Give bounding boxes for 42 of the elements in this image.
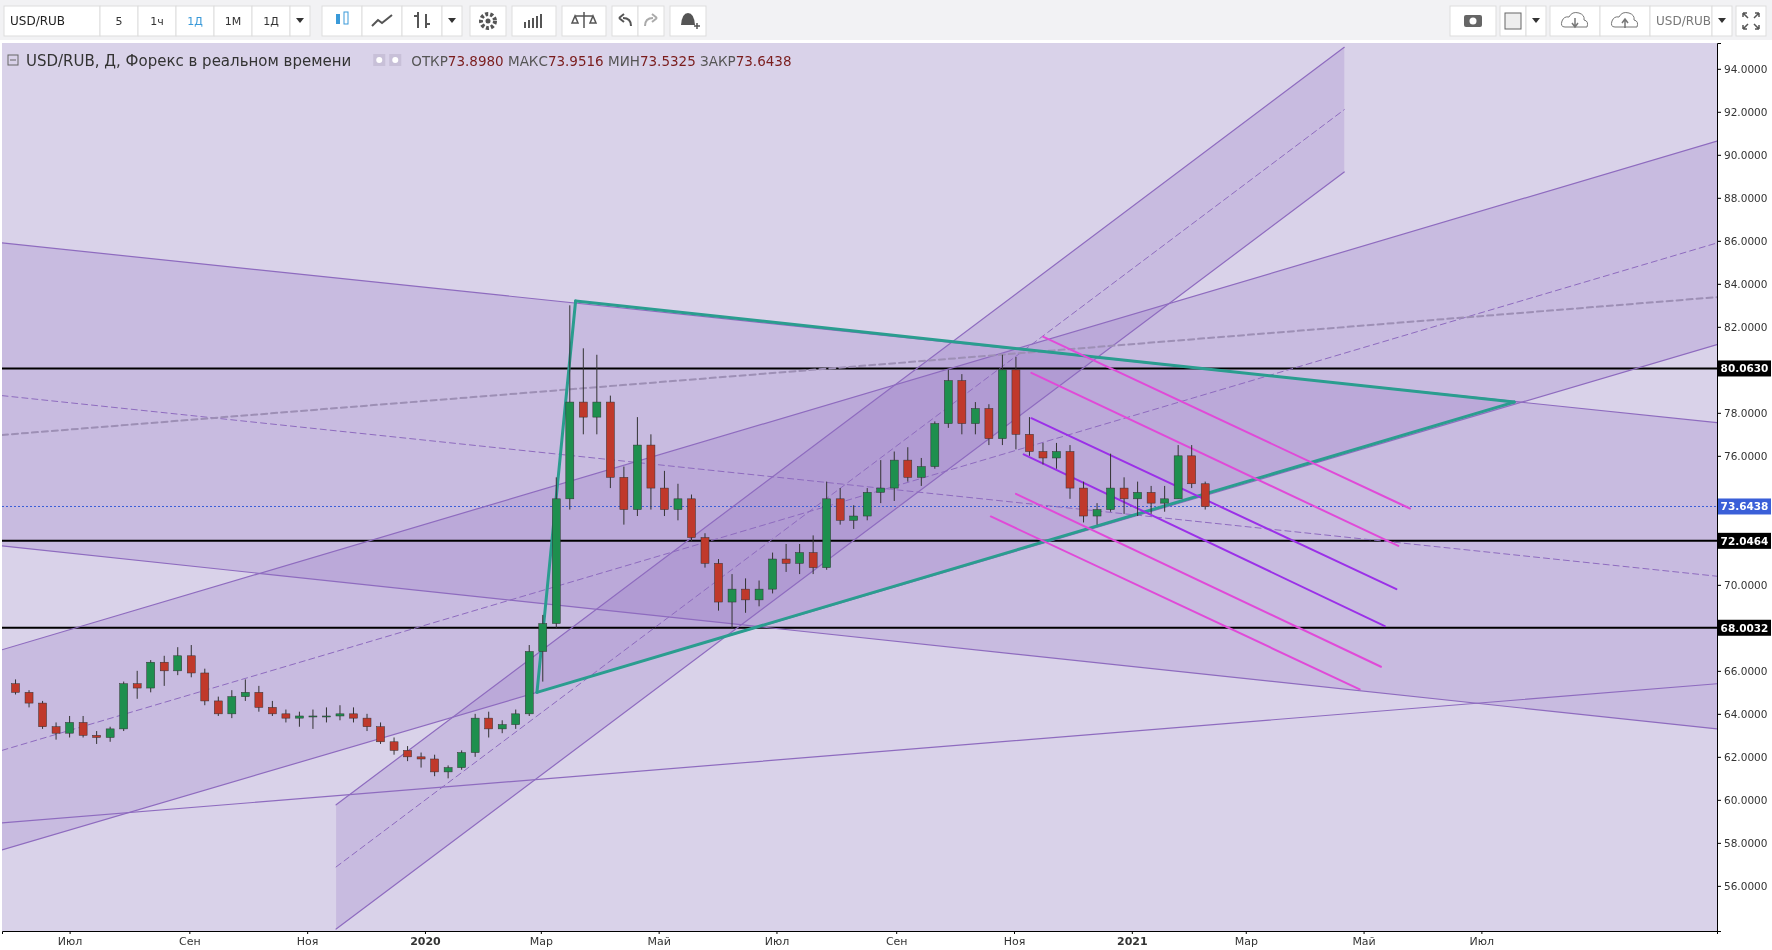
y-tick-label: 90.0000 — [1724, 148, 1768, 161]
y-tick-label: 78.0000 — [1724, 406, 1768, 419]
x-tick-label: 2021 — [1117, 934, 1148, 948]
text: USD/RUB, Д, Форекс в реальном времени — [26, 52, 352, 70]
x-tick-label: Мар — [1234, 934, 1258, 948]
y-tick-label: 66.0000 — [1724, 664, 1768, 677]
y-tick-label: 56.0000 — [1724, 879, 1768, 892]
x-tick-label: Мар — [529, 934, 553, 948]
y-tick-label: 86.0000 — [1724, 234, 1768, 247]
text: 1Д — [187, 15, 204, 28]
x-tick-label: 2020 — [410, 934, 442, 948]
y-tick-label: 70.0000 — [1724, 578, 1768, 591]
x-tick-label: Сен — [885, 934, 908, 948]
text: ОТКР73.8980 МАКС73.9516 МИН73.5325 ЗАКР73.6438 — [411, 53, 792, 69]
y-tick-label: 58.0000 — [1724, 836, 1768, 849]
x-tick-label: Июл — [57, 934, 83, 948]
text: USD/RUB — [1656, 14, 1712, 28]
x-tick-label: Ноя — [1003, 934, 1026, 948]
text: 5 — [115, 15, 123, 28]
ref-line-label: 80.0630 — [1720, 362, 1769, 375]
y-tick-label: 92.0000 — [1724, 105, 1768, 118]
y-tick-label: 94.0000 — [1724, 62, 1768, 75]
text: 1ч — [150, 15, 164, 28]
text: USD/RUB — [10, 14, 66, 28]
y-tick-label: 84.0000 — [1724, 277, 1768, 290]
y-tick-label: 64.0000 — [1724, 707, 1768, 720]
x-tick-label: Июл — [1469, 934, 1495, 948]
y-tick-label: 76.0000 — [1724, 449, 1768, 462]
ref-line-label: 73.6438 — [1720, 500, 1769, 513]
ref-line-label: 68.0032 — [1720, 621, 1769, 634]
y-tick-label: 82.0000 — [1724, 320, 1768, 333]
y-tick-label: 62.0000 — [1724, 750, 1768, 763]
text: 1Д — [263, 15, 280, 28]
y-tick-label: 60.0000 — [1724, 793, 1768, 806]
ref-line-label: 72.0464 — [1720, 534, 1769, 547]
x-tick-label: Ноя — [296, 934, 319, 948]
x-tick-label: Май — [1352, 934, 1376, 948]
x-tick-label: Июл — [764, 934, 790, 948]
x-tick-label: Сен — [179, 934, 201, 948]
x-tick-label: Май — [647, 934, 671, 948]
text: 1М — [224, 15, 242, 28]
y-tick-label: 88.0000 — [1724, 191, 1768, 204]
